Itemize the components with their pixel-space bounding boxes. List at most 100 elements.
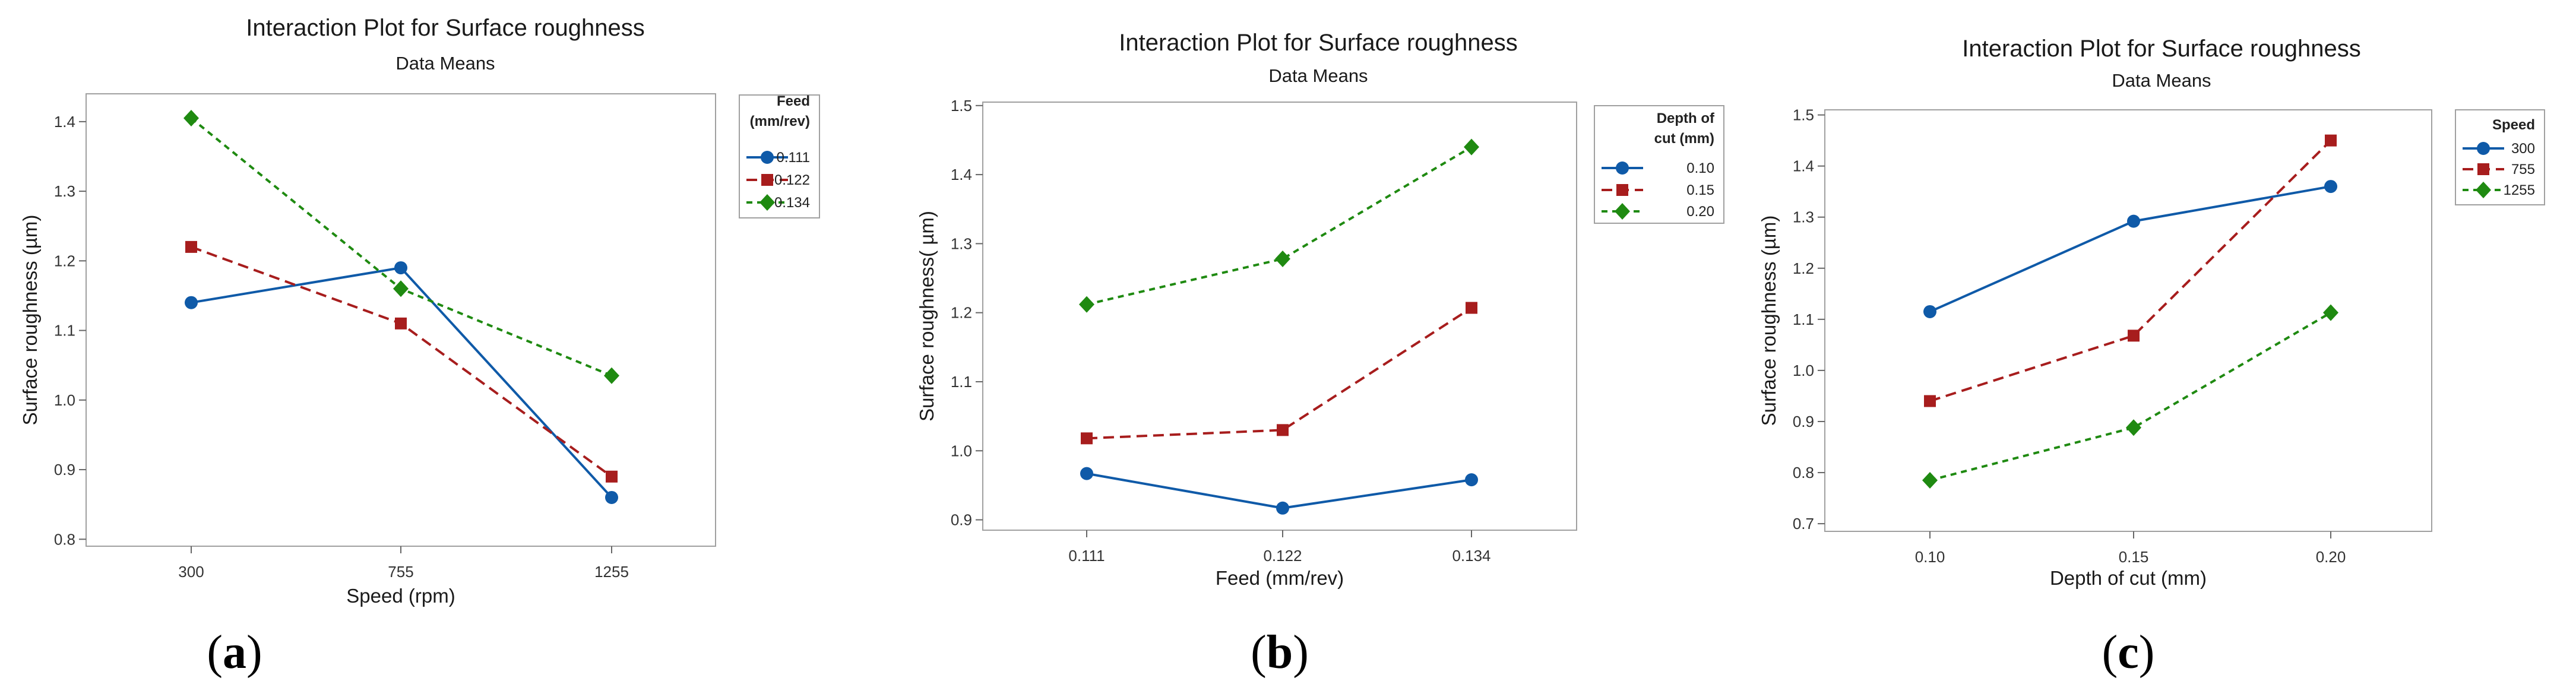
data-point [604, 367, 619, 384]
legend: Speed 300 755 1255 [2455, 109, 2545, 205]
y-tick-label: 1.5 [1793, 106, 1814, 124]
legend-label: 0.134 [774, 195, 810, 211]
x-axis-label: Speed (rpm) [346, 585, 455, 607]
chart-subtitle: Data Means [2112, 70, 2211, 91]
y-tick-label: 0.8 [1793, 464, 1814, 481]
y-tick-label: 1.2 [54, 252, 75, 270]
y-tick-label: 1.3 [1793, 208, 1814, 226]
chart-title: Interaction Plot for Surface roughness [1962, 36, 2360, 62]
caption-close: ) [2139, 626, 2155, 679]
caption-letter: b [1267, 626, 1293, 679]
y-tick-label: 1.1 [54, 322, 75, 340]
data-point [1277, 424, 1289, 436]
x-tick-label: 0.111 [1068, 547, 1105, 565]
data-point [2323, 304, 2338, 321]
series-0.134 [183, 110, 619, 384]
y-axis-label: Surface roughness( µm) [916, 211, 938, 422]
series-755 [1924, 134, 2337, 407]
data-point [185, 240, 197, 253]
y-tick-label: 1.2 [951, 304, 972, 322]
data-point [2127, 214, 2140, 228]
panel-caption: (b) [1251, 626, 1309, 679]
data-point [2324, 180, 2337, 194]
y-tick-label: 1.2 [1793, 259, 1814, 277]
legend-label: 0.20 [1686, 204, 1714, 220]
data-point [1080, 467, 1093, 480]
legend-marker [1616, 184, 1628, 196]
y-tick-label: 1.5 [951, 97, 972, 115]
legend-title: Speed [2492, 117, 2535, 133]
chart-title: Interaction Plot for Surface roughness [246, 15, 644, 41]
plot-area [1824, 109, 2432, 532]
legend-title: Feed [777, 93, 810, 109]
legend-marker [761, 174, 773, 186]
interaction-plot-b: Interaction Plot for Surface roughness Da… [916, 30, 1724, 679]
data-point [2128, 330, 2140, 342]
series-line [1086, 145, 1473, 306]
x-tick-label: 0.122 [1263, 547, 1302, 565]
caption-close: ) [246, 626, 262, 679]
legend-marker [759, 194, 775, 211]
legend-marker [761, 151, 774, 164]
series-0.122 [185, 240, 618, 483]
series-0.20 [1079, 138, 1479, 313]
chart-title: Interaction Plot for Surface roughness [1119, 30, 1517, 56]
legend-marker [1616, 161, 1629, 175]
series-0.111 [185, 261, 618, 504]
data-point [185, 296, 198, 309]
x-tick-label: 0.10 [1915, 548, 1945, 566]
legend-marker [2477, 163, 2489, 175]
caption-letter: a [223, 626, 246, 679]
legend-marker [1615, 203, 1630, 220]
caption-close: ) [1293, 626, 1309, 679]
data-point [1275, 250, 1290, 267]
data-point [1464, 138, 1479, 156]
panel-caption: (c) [2102, 626, 2155, 679]
y-tick-label: 0.8 [54, 530, 75, 548]
y-tick-label: 1.0 [1793, 362, 1814, 379]
caption-letter: c [2118, 626, 2139, 679]
chart-subtitle: Data Means [1268, 65, 1368, 86]
legend-label: 0.15 [1686, 182, 1714, 198]
data-point [1923, 305, 1936, 318]
y-tick-label: 1.0 [951, 442, 972, 460]
y-tick-label: 0.9 [54, 461, 75, 479]
legend: Feed (mm/rev) 0.111 0.122 0.134 [739, 93, 820, 218]
legend-title: cut (mm) [1654, 131, 1714, 147]
x-tick-label: 0.15 [2119, 548, 2149, 566]
series-300 [1923, 180, 2337, 318]
x-tick-label: 755 [388, 563, 413, 581]
legend-marker [2477, 142, 2490, 155]
data-point [2325, 134, 2337, 147]
y-axis-label: Surface roughness (µm) [1758, 216, 1780, 426]
legend-title: (mm/rev) [750, 113, 810, 129]
legend-label: 755 [2511, 161, 2535, 178]
data-point [2126, 419, 2141, 436]
legend-label: 1255 [2504, 182, 2535, 198]
y-tick-label: 1.4 [951, 166, 972, 183]
data-point [1276, 501, 1289, 515]
data-point [1079, 296, 1094, 313]
y-tick-label: 0.7 [1793, 515, 1814, 533]
series-0.15 [1081, 302, 1477, 445]
legend: Depth of cut (mm) 0.10 0.15 0.20 [1594, 105, 1724, 224]
x-tick-label: 300 [178, 563, 204, 581]
caption-open: ( [2102, 626, 2118, 679]
chart-subtitle: Data Means [395, 53, 495, 74]
legend-label: 300 [2511, 141, 2535, 157]
y-tick-label: 1.1 [951, 373, 972, 391]
data-point [1081, 432, 1093, 445]
data-point [1924, 395, 1936, 407]
legend-marker [2476, 182, 2491, 198]
data-point [1466, 302, 1477, 314]
y-tick-label: 1.3 [54, 182, 75, 200]
legend-box [1594, 105, 1724, 224]
data-point [183, 110, 199, 127]
legend-label: 0.122 [774, 172, 810, 188]
x-tick-label: 0.134 [1452, 547, 1490, 565]
data-point [605, 490, 618, 504]
data-point [1922, 471, 1938, 489]
interaction-plot-a: Interaction Plot for Surface roughness Da… [19, 15, 820, 679]
x-tick-label: 0.20 [2316, 548, 2346, 566]
